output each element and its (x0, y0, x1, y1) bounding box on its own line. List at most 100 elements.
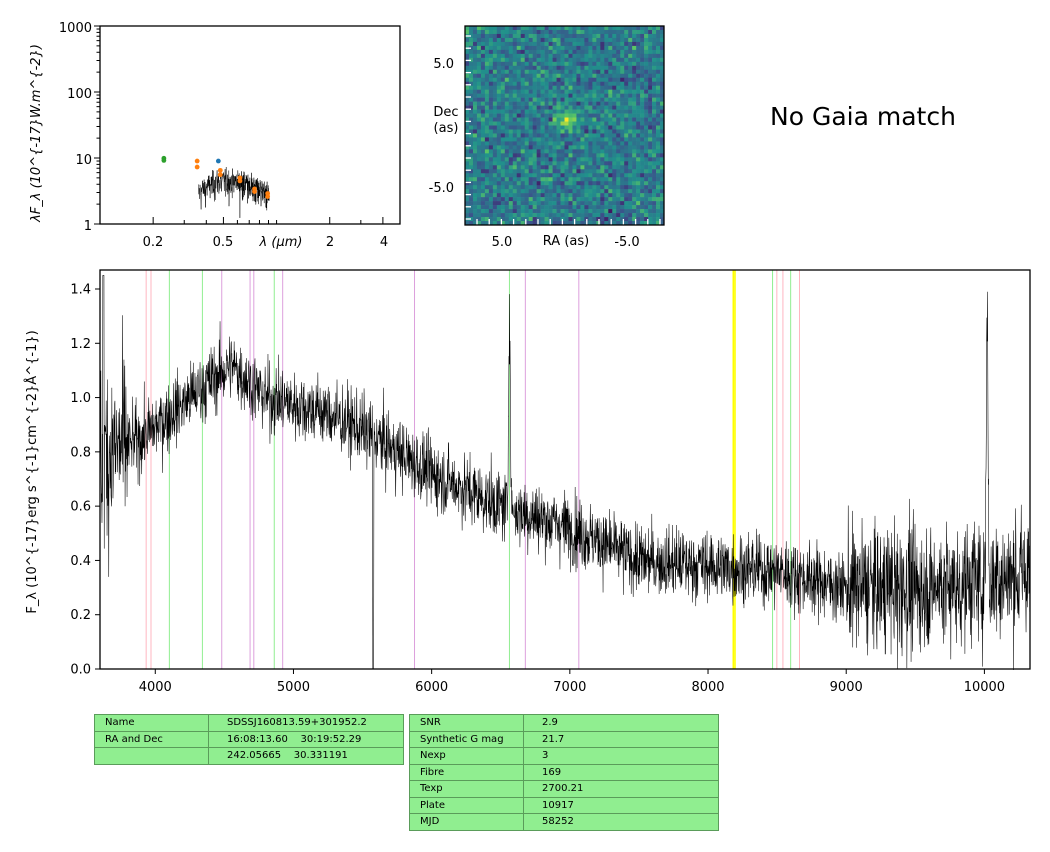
cutout-pixel (660, 177, 665, 182)
cutout-pixel (620, 29, 625, 35)
cutout-pixel (608, 197, 613, 202)
cutout-pixel (600, 205, 605, 210)
cutout-pixel (584, 145, 589, 150)
cutout-pixel (492, 57, 498, 63)
cutout-pixel (520, 41, 525, 47)
cutout-pixel (596, 157, 601, 162)
cutout-pixel (548, 57, 553, 63)
cutout-pixel (564, 205, 569, 210)
cutout-pixel (492, 49, 498, 55)
cutout-pixel (536, 165, 541, 170)
cutout-pixel (544, 53, 549, 59)
cutout-pixel (532, 33, 537, 39)
cutout-pixel (596, 201, 601, 206)
table-row: Fibre 169 (409, 763, 719, 781)
cutout-pixel (536, 113, 541, 118)
cutout-pixel (652, 93, 657, 98)
cutout-pixel (536, 69, 541, 75)
cutout-pixel (484, 141, 490, 146)
cutout-pixel (472, 101, 478, 106)
cutout-pixel (544, 105, 549, 110)
cutout-pixel (604, 65, 609, 71)
sed-photometry-point (217, 167, 223, 173)
cutout-pixel (520, 209, 525, 214)
cutout-pixel (600, 53, 605, 59)
cutout-pixel (508, 213, 514, 218)
cutout-pixel (504, 105, 510, 110)
cutout-pixel (648, 137, 653, 142)
info-value: 3 (523, 747, 719, 765)
cutout-pixel (564, 69, 569, 75)
cutout-pixel (516, 145, 522, 150)
cutout-pixel (528, 185, 533, 190)
cutout-pixel (492, 93, 498, 98)
cutout-pixel (516, 41, 522, 47)
cutout-pixel (556, 73, 561, 79)
cutout-pixel (544, 37, 549, 43)
cutout-pixel (576, 121, 581, 126)
cutout-pixel (608, 169, 613, 174)
cutout-pixel (616, 201, 621, 206)
cutout-pixel (500, 105, 506, 110)
cutout-pixel (524, 161, 529, 166)
cutout-pixel (528, 81, 533, 86)
cutout-pixel (628, 221, 633, 226)
cutout-pixel (492, 53, 498, 59)
cutout-pixel (620, 93, 625, 98)
cutout-pixel (608, 141, 613, 146)
cutout-pixel (516, 173, 522, 178)
cutout-pixel (632, 49, 637, 55)
cutout-pixel (588, 137, 593, 142)
cutout-pixel (592, 69, 597, 75)
cutout-pixel (612, 105, 617, 110)
cutout-pixel (564, 93, 569, 98)
cutout-pixel (576, 125, 581, 130)
cutout-pixel (620, 117, 625, 122)
cutout-pixel (496, 157, 502, 162)
cutout-pixel (492, 209, 498, 214)
cutout-pixel (536, 41, 541, 47)
cutout-pixel (492, 197, 498, 202)
cutout-pixel (588, 185, 593, 190)
cutout-pixel (640, 153, 645, 158)
cutout-pixel (552, 133, 557, 138)
cutout-pixel (476, 129, 482, 134)
cutout-pixel (600, 137, 605, 142)
cutout-pixel (496, 61, 502, 67)
cutout-pixel (652, 157, 657, 162)
cutout-pixel (480, 213, 486, 218)
spectrum-trace (100, 275, 1030, 670)
cutout-pixel (516, 33, 522, 39)
cutout-pixel (580, 197, 585, 202)
cutout-pixel (612, 173, 617, 178)
table-row: Nexp 3 (409, 747, 719, 765)
cutout-pixel (576, 109, 581, 114)
cutout-pixel (568, 93, 573, 98)
cutout-pixel (564, 193, 569, 198)
cutout-pixel (500, 97, 506, 102)
cutout-pixel (532, 189, 537, 194)
cutout-pixel (532, 157, 537, 162)
cutout-pixel (612, 49, 617, 55)
cutout-pixel (648, 45, 653, 51)
cutout-pixel (592, 133, 597, 138)
cutout-pixel (600, 101, 605, 106)
cutout-pixel (476, 89, 482, 94)
cutout-pixel (588, 121, 593, 126)
cutout-pixel (500, 129, 506, 134)
cutout-pixel (484, 197, 490, 202)
cutout-pixel (520, 149, 525, 154)
cutout-pixel (484, 73, 490, 79)
cutout-pixel (536, 209, 541, 214)
cutout-pixel (612, 157, 617, 162)
info-key: Texp (409, 780, 524, 798)
cutout-pixel (656, 65, 661, 71)
cutout-pixel (488, 185, 494, 190)
cutout-pixel (640, 213, 645, 218)
cutout-pixel (640, 201, 645, 206)
cutout-pixel (592, 173, 597, 178)
cutout-pixel (620, 169, 625, 174)
cutout-pixel (556, 161, 561, 166)
cutout-pixel (648, 105, 653, 110)
cutout-pixel (512, 41, 518, 47)
